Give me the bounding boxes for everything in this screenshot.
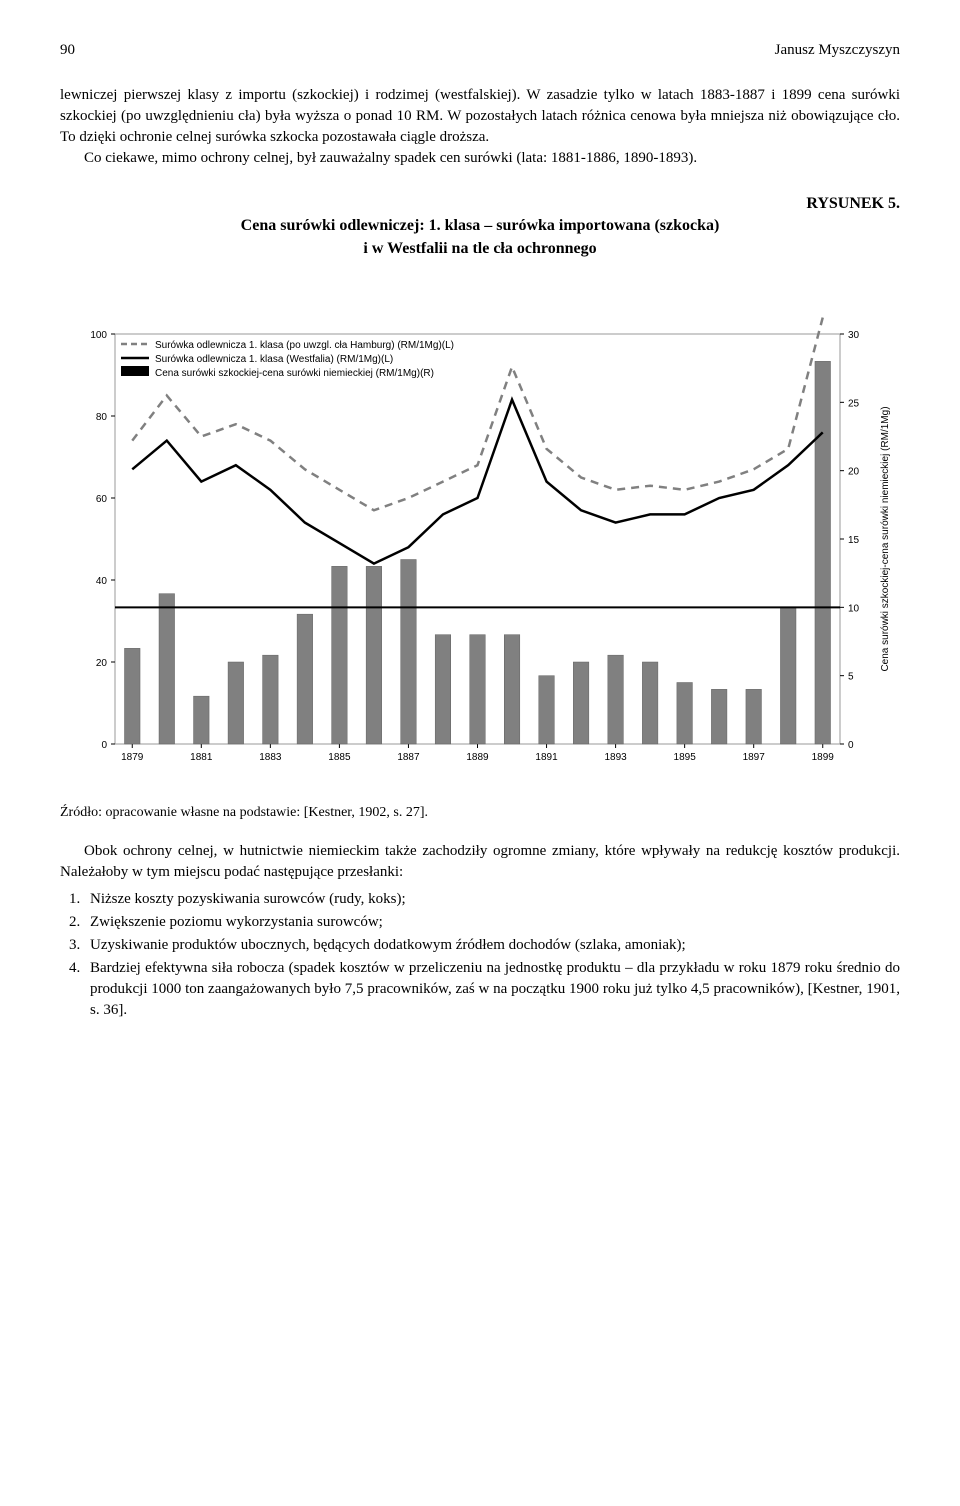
chart-svg: 0 20 40 60 80 100 0 5 10 15 20 25 30 Cena surówki szk… [60,264,900,784]
svg-text:0: 0 [848,740,854,751]
paragraph-1: lewniczej pierwszej klasy z importu (szk… [60,85,900,169]
figure-title-line1: Cena surówki odlewniczej: 1. klasa – sur… [60,215,900,237]
svg-text:25: 25 [848,399,860,410]
svg-text:Cena surówki szkockiej-cena su: Cena surówki szkockiej-cena surówki niem… [155,368,434,379]
author-name: Janusz Myszczyszyn [775,40,900,61]
svg-text:1899: 1899 [812,752,835,763]
list-item: Zwiększenie poziomu wykorzystania surowc… [84,912,900,933]
svg-text:Surówka odlewnicza 1. klasa (W: Surówka odlewnicza 1. klasa (Westfalia) … [155,354,393,365]
list-item: Niższe koszty pozyskiwania surowców (rud… [84,889,900,910]
svg-text:1885: 1885 [328,752,351,763]
list-item: Uzyskiwanie produktów ubocznych, będącyc… [84,935,900,956]
svg-text:0: 0 [101,740,107,751]
svg-text:10: 10 [848,604,860,615]
chart-container: 0 20 40 60 80 100 0 5 10 15 20 25 30 Cena surówki szk… [60,264,900,791]
svg-text:1887: 1887 [397,752,420,763]
svg-text:80: 80 [96,412,108,423]
figure-label: RYSUNEK 5. [60,193,900,215]
page-number: 90 [60,40,75,61]
svg-text:1883: 1883 [259,752,282,763]
svg-text:20: 20 [848,467,860,478]
svg-text:Cena surówki szkockiej-cena su: Cena surówki szkockiej-cena surówki niem… [880,407,891,672]
svg-text:60: 60 [96,494,108,505]
svg-text:15: 15 [848,535,860,546]
svg-text:Surówka odlewnicza 1. klasa (p: Surówka odlewnicza 1. klasa (po uwzgl. c… [155,340,454,351]
svg-text:30: 30 [848,330,860,341]
svg-text:1891: 1891 [535,752,558,763]
paragraph-1-text: lewniczej pierwszej klasy z importu (szk… [60,87,900,145]
figure-title-line2: i w Westfalii na tle cła ochronnego [60,238,900,260]
page-header: 90 Janusz Myszczyszyn [60,40,900,61]
svg-text:1879: 1879 [121,752,144,763]
figure-caption: RYSUNEK 5. Cena surówki odlewniczej: 1. … [60,193,900,260]
svg-text:1895: 1895 [674,752,697,763]
svg-text:1881: 1881 [190,752,213,763]
paragraph-1b-text: Co ciekawe, mimo ochrony celnej, był zau… [60,148,697,169]
svg-text:100: 100 [90,330,107,341]
svg-text:1893: 1893 [604,752,627,763]
source-line: Źródło: opracowanie własne na podstawie:… [60,803,900,823]
paragraph-2: Obok ochrony celnej, w hutnictwie niemie… [60,841,900,883]
enumerated-list: Niższe koszty pozyskiwania surowców (rud… [84,889,900,1021]
svg-text:1889: 1889 [466,752,489,763]
svg-text:5: 5 [848,672,854,683]
svg-text:1897: 1897 [743,752,766,763]
paragraph-2-text: Obok ochrony celnej, w hutnictwie niemie… [60,841,900,883]
list-item: Bardziej efektywna siła robocza (spadek … [84,958,900,1021]
svg-text:20: 20 [96,658,108,669]
svg-text:40: 40 [96,576,108,587]
